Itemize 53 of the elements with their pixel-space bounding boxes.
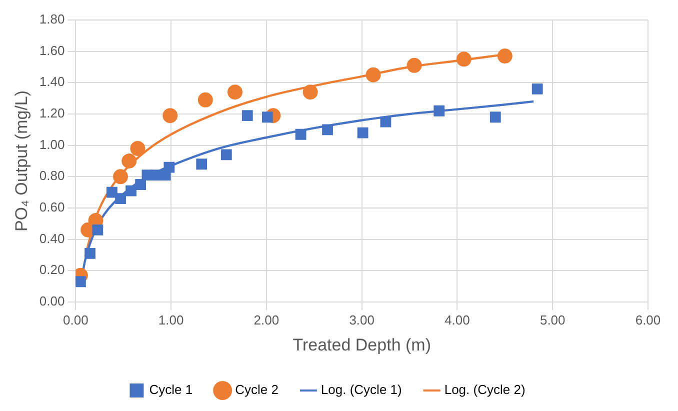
y-tick-label: 1.40 — [39, 74, 65, 90]
x-tick-label: 5.00 — [540, 312, 566, 328]
x-tick-label: 2.00 — [254, 312, 280, 328]
point — [242, 110, 253, 122]
y-tick-label: 0.60 — [39, 200, 65, 215]
point — [490, 112, 501, 123]
legend-label: Log. (Cycle 2) — [444, 382, 526, 398]
point — [198, 92, 213, 108]
point — [115, 193, 126, 204]
point — [295, 128, 306, 140]
point — [92, 224, 104, 236]
y-tick-label: 0.40 — [39, 230, 65, 246]
legend-label: Cycle 2 — [235, 382, 278, 398]
point — [322, 124, 333, 136]
y-axis-title: PO₄ Output (mg/L) — [12, 90, 31, 232]
x-tick-label: 0.00 — [63, 312, 88, 328]
point — [262, 112, 273, 123]
point — [357, 127, 368, 138]
legend-label: Cycle 1 — [149, 382, 193, 398]
point — [164, 162, 175, 173]
x-axis-title: Treated Depth (m) — [292, 335, 431, 354]
point — [122, 154, 137, 168]
x-tick-label: 4.00 — [444, 312, 470, 328]
y-tick-label: 0.80 — [39, 168, 65, 184]
point — [196, 158, 208, 170]
legend-label: Log. (Cycle 1) — [320, 382, 402, 398]
y-tick-label: 1.20 — [39, 106, 65, 121]
point — [497, 48, 512, 64]
point — [406, 58, 422, 73]
point — [84, 248, 96, 259]
x-tick-label: 1.00 — [158, 312, 184, 328]
y-tick-label: 1.80 — [39, 12, 65, 27]
point — [227, 84, 242, 100]
y-tick-label: 0.00 — [39, 294, 65, 309]
point — [366, 67, 381, 82]
point — [130, 140, 146, 156]
point — [135, 179, 146, 190]
y-tick-label: 1.60 — [39, 42, 65, 58]
point — [106, 186, 118, 198]
point — [302, 84, 318, 100]
x-tick-label: 3.00 — [349, 312, 375, 328]
x-tick-label: 6.00 — [635, 312, 661, 328]
point — [162, 108, 178, 124]
point — [532, 83, 543, 94]
point — [434, 105, 445, 116]
point — [113, 169, 128, 184]
y-tick-label: 0.20 — [39, 262, 65, 278]
point — [220, 149, 232, 160]
point — [76, 276, 86, 288]
y-tick-label: 1.00 — [39, 136, 65, 152]
point — [126, 185, 136, 196]
point — [456, 52, 472, 67]
point — [380, 116, 392, 128]
